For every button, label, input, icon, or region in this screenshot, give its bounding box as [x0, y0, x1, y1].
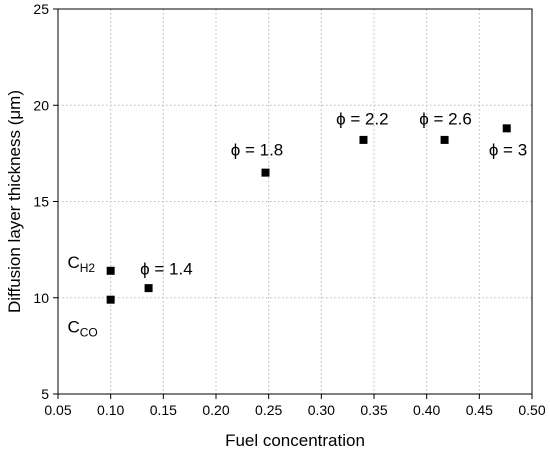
y-tick-label: 10 [33, 290, 49, 306]
x-tick-label: 0.25 [255, 402, 282, 418]
grid [58, 9, 532, 394]
x-tick-label: 0.40 [413, 402, 440, 418]
y-tick-label: 5 [41, 386, 49, 402]
y-tick-label: 20 [33, 97, 49, 113]
x-tick-label: 0.45 [466, 402, 493, 418]
phi-label: ϕ = 1.8 [231, 140, 284, 159]
data-point [106, 295, 115, 304]
y-tick-label: 25 [33, 1, 49, 17]
x-tick-label: 0.15 [150, 402, 177, 418]
y-tick-label: 15 [33, 194, 49, 210]
y-axis-title: Diffusion layer thickness (μm) [5, 90, 24, 313]
ticks [53, 8, 533, 399]
x-tick-label: 0.10 [97, 402, 124, 418]
species-label: CH2 [67, 253, 95, 275]
x-tick-label: 0.35 [360, 402, 387, 418]
data-point [144, 284, 153, 293]
x-tick-label: 0.20 [202, 402, 229, 418]
data-point [502, 124, 511, 133]
tick-labels: 0.05 0.10 0.15 0.20 0.25 0.30 0.35 0.40 0.45 0.50… [33, 1, 545, 418]
x-tick-label: 0.30 [308, 402, 335, 418]
data-point [440, 135, 449, 144]
phi-label: ϕ = 1.4 [140, 260, 193, 279]
data-point [106, 266, 115, 275]
phi-label: ϕ = 3 [489, 140, 527, 159]
species-label-main: C [67, 317, 79, 336]
data-point [359, 135, 368, 144]
phi-label: ϕ = 2.6 [419, 110, 472, 129]
x-axis-title: Fuel concentration [225, 431, 365, 450]
species-label-main: C [67, 253, 79, 272]
x-tick-label: 0.05 [44, 402, 71, 418]
data-point [261, 168, 270, 177]
species-label-subscript: CO [80, 325, 98, 339]
species-label: CCO [67, 317, 97, 339]
x-tick-label: 0.50 [518, 402, 545, 418]
data-points [106, 124, 511, 304]
phi-label: ϕ = 2.2 [336, 110, 389, 129]
species-label-subscript: H2 [80, 261, 96, 275]
